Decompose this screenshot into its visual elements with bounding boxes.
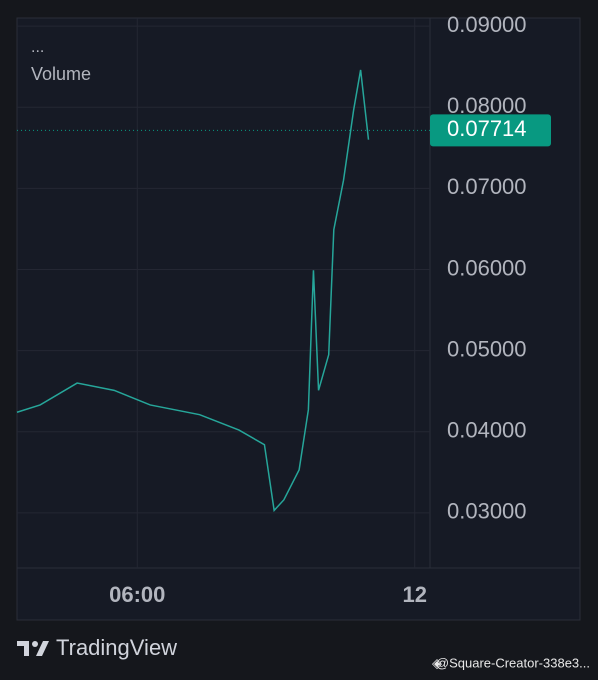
y-tick-label: 0.03000 bbox=[447, 499, 527, 524]
y-tick-label: 0.05000 bbox=[447, 336, 527, 361]
price-line bbox=[16, 69, 370, 513]
brand-logo bbox=[17, 641, 49, 656]
last-price-box bbox=[430, 114, 551, 147]
indicator-label: Volume bbox=[31, 64, 91, 84]
y-tick-label: 0.06000 bbox=[447, 255, 527, 280]
brand-name: TradingView bbox=[56, 635, 177, 660]
menu-dots[interactable]: ... bbox=[31, 39, 44, 56]
x-tick-label: 06:00 bbox=[109, 582, 165, 607]
y-tick-label: 0.08000 bbox=[447, 93, 527, 118]
x-tick-label: 12 bbox=[402, 582, 426, 607]
last-price-label: 0.07714 bbox=[447, 116, 527, 141]
y-tick-label: 0.04000 bbox=[447, 418, 527, 443]
y-tick-label: 0.07000 bbox=[447, 174, 527, 199]
credit: @Square-Creator-338e3... bbox=[436, 655, 590, 670]
y-tick-label: 0.09000 bbox=[447, 12, 527, 37]
credit-icon: ◈ bbox=[432, 655, 442, 670]
